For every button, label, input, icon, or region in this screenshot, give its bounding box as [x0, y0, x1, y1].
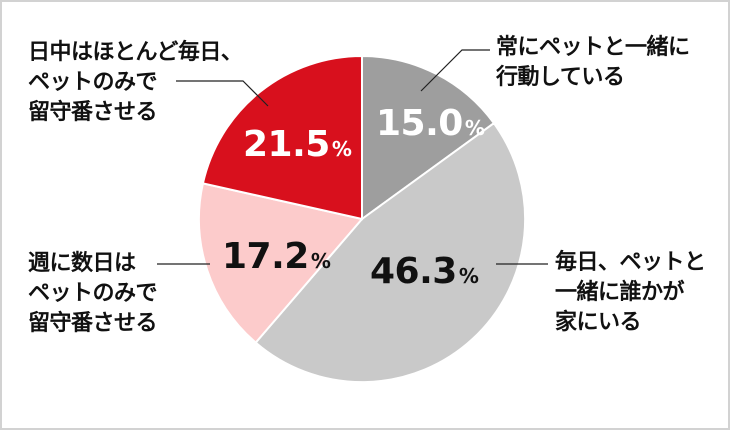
value-label-alone-almost-daily: 21.5%	[243, 124, 352, 169]
value-label-someone-home-daily: 46.3%	[370, 251, 479, 296]
category-label-alone-few-days-week: 週に数日は ペットのみで 留守番させる	[28, 251, 158, 336]
pie-slice-always-with-pet	[361, 54, 496, 221]
percent-sign: %	[458, 264, 479, 288]
percent-sign: %	[331, 137, 352, 161]
leader-line-alone-almost-daily	[176, 80, 269, 107]
category-label-someone-home-daily: 毎日、ペットと 一緒に誰かが 家にいる	[555, 250, 706, 335]
pie-slice-alone-almost-daily	[201, 54, 363, 221]
value-label-alone-few-days-week: 17.2%	[222, 236, 331, 281]
value-number: 15.0	[376, 103, 463, 144]
value-number: 21.5	[243, 124, 330, 165]
leader-line-always-with-pet	[420, 49, 490, 92]
pie-slice-someone-home-daily	[254, 121, 527, 384]
percent-sign: %	[464, 116, 485, 140]
pie-slice-alone-few-days-week	[198, 182, 364, 345]
value-number: 17.2	[222, 236, 309, 277]
value-label-always-with-pet: 15.0%	[376, 103, 485, 148]
category-label-always-with-pet: 常にペットと一緒に 行動している	[496, 35, 690, 90]
value-number: 46.3	[370, 251, 457, 292]
percent-sign: %	[310, 249, 331, 273]
category-label-alone-almost-daily: 日中はほとんど毎日、 ペットのみで 留守番させる	[28, 40, 243, 125]
